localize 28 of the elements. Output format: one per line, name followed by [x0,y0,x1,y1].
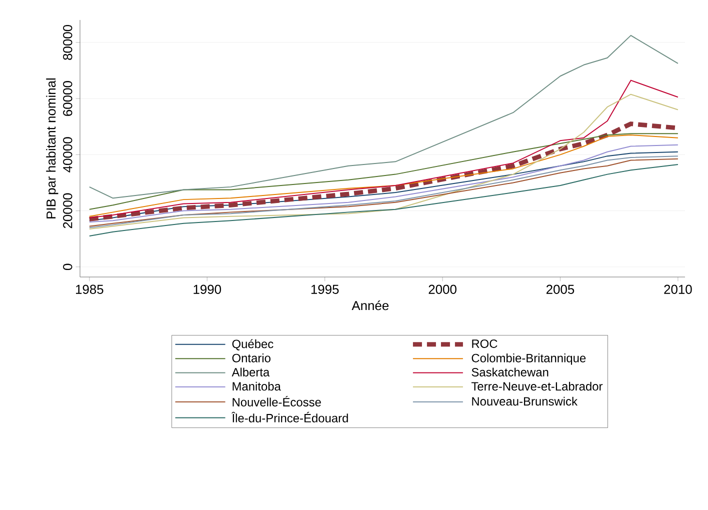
y-tick-label: 40000 [63,137,72,172]
x-tick-label: 1990 [194,284,222,294]
x-tick-label: 1995 [311,284,339,294]
line-series [88,94,678,230]
x-tick-label: 2005 [546,284,574,294]
y-tick-label: 60000 [63,81,72,116]
legend-label: Terre-Neuve-et-Labrador [471,382,603,391]
y-tick-label: 0 [63,264,72,270]
legend-label: Île-du-Prince-Édouard [231,412,348,422]
line-series [88,34,678,199]
legend-label: Ontario [232,354,270,362]
y-tick-label: 20000 [63,193,72,228]
line-series [88,80,678,218]
x-axis-title: Année [352,300,389,310]
x-tick-label: 1985 [76,284,104,294]
legend-label: Alberta [232,368,270,376]
legend-label: Nouveau-Brunswick [472,396,578,406]
legend-label: Nouvelle-Écosse [232,396,321,406]
x-tick-label: 2010 [664,284,692,294]
x-tick-label: 2000 [428,284,456,294]
legend-label: Manitoba [232,382,281,391]
y-tick-label: 80000 [63,24,72,60]
legend-label: Saskatchewan [472,368,548,376]
y-axis-title: PIB par habitant nominal [46,78,58,218]
line-series [88,164,678,237]
legend-label: Colombie-Britannique [472,354,586,365]
legend-label: Québec [232,339,274,350]
legend-label: ROC [472,339,498,348]
